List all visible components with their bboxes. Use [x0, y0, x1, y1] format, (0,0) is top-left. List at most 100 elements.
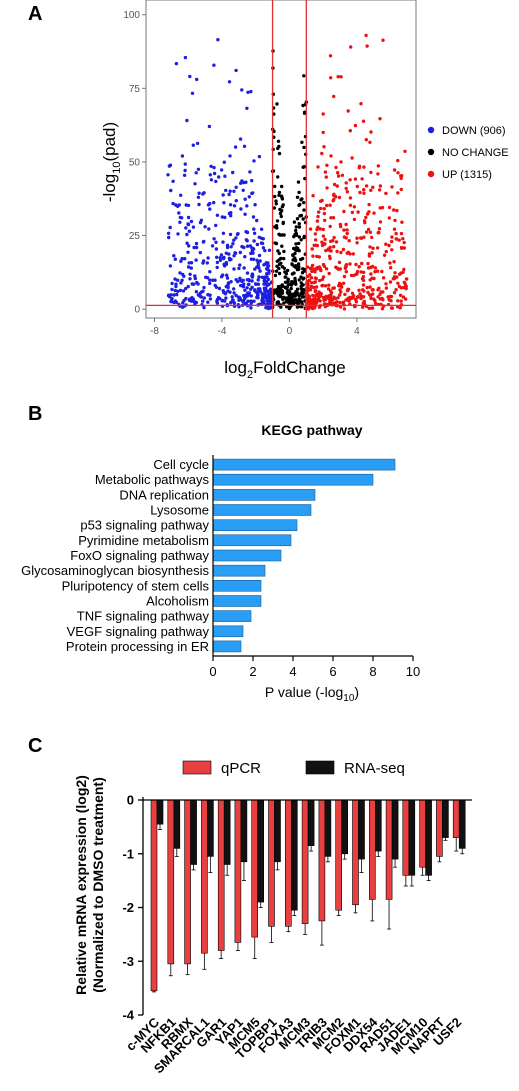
volcano-point: [378, 117, 382, 121]
volcano-point: [189, 299, 193, 303]
volcano-point: [321, 283, 325, 288]
volcano-point: [380, 269, 384, 274]
volcano-point: [303, 176, 307, 181]
volcano-point: [206, 256, 210, 260]
volcano-point: [232, 287, 236, 291]
volcano-point: [177, 203, 181, 207]
volcano-point: [226, 281, 231, 285]
kegg-bar: [212, 504, 312, 516]
volcano-point: [256, 263, 260, 267]
volcano-point: [339, 75, 343, 79]
volcano-point: [399, 299, 403, 303]
volcano-point: [245, 286, 249, 290]
volcano-point: [259, 227, 264, 231]
volcano-point: [338, 267, 342, 271]
volcano-point: [288, 293, 292, 297]
volcano-point: [369, 296, 373, 301]
volcano-point: [348, 262, 352, 266]
volcano-point: [168, 225, 172, 230]
volcano-point: [396, 299, 400, 303]
kegg-x-tick-label: 2: [249, 664, 256, 679]
volcano-point: [250, 191, 254, 196]
volcano-point: [317, 255, 321, 259]
volcano-point: [217, 175, 221, 179]
rnaseq-bar: [341, 799, 349, 855]
volcano-point: [215, 255, 219, 259]
volcano-point: [325, 186, 329, 190]
volcano-point: [323, 284, 328, 288]
volcano-point: [210, 244, 215, 248]
volcano-point: [322, 207, 326, 211]
volcano-point: [402, 246, 406, 250]
volcano-point: [248, 170, 252, 174]
volcano-point: [392, 168, 397, 172]
volcano-point: [193, 274, 197, 278]
volcano-point: [297, 190, 301, 195]
volcano-point: [295, 217, 300, 221]
volcano-point: [196, 167, 201, 171]
volcano-point: [369, 272, 373, 276]
volcano-point: [265, 283, 269, 288]
qpcr-bar: [436, 799, 443, 857]
volcano-point: [308, 227, 313, 231]
volcano-point: [378, 292, 382, 296]
volcano-point: [286, 298, 291, 303]
volcano-point: [232, 267, 236, 271]
volcano-point: [224, 262, 229, 266]
volcano-point: [296, 262, 301, 266]
volcano-point: [225, 245, 230, 250]
expression-bar-chart: qPCR RNA-seq c-MYCNFKB1RBMXSMARCAL1GAR1YA…: [73, 760, 472, 1076]
volcano-point: [274, 290, 278, 294]
volcano-point: [229, 301, 233, 305]
volcano-point: [316, 225, 320, 229]
volcano-point: [243, 197, 247, 201]
volcano-point: [177, 211, 181, 215]
volcano-point: [276, 249, 280, 253]
volcano-point: [215, 260, 220, 265]
volcano-point: [294, 228, 298, 233]
volcano-point: [342, 228, 346, 232]
volcano-point: [297, 241, 301, 246]
volcano-point: [190, 296, 194, 300]
volcano-point: [321, 130, 325, 135]
volcano-point: [338, 300, 342, 305]
volcano-point: [279, 256, 283, 261]
volcano-point: [221, 256, 226, 261]
qpcr-bar: [251, 799, 258, 938]
expression-y-tick-label: -2: [122, 900, 134, 915]
volcano-point: [302, 208, 306, 212]
volcano-point: [328, 224, 332, 229]
volcano-point: [191, 143, 195, 147]
legend-label: DOWN (906): [442, 125, 506, 137]
volcano-point: [371, 185, 375, 189]
volcano-x-axis-label: log2FoldChange: [224, 358, 345, 381]
volcano-point: [224, 296, 228, 300]
volcano-point: [265, 267, 269, 271]
volcano-point: [371, 246, 375, 250]
volcano-point: [202, 285, 206, 290]
volcano-point: [296, 299, 301, 303]
volcano-point: [380, 205, 385, 210]
volcano-point: [315, 219, 320, 223]
volcano-point: [198, 250, 202, 255]
volcano-point: [245, 106, 249, 111]
volcano-point: [300, 300, 304, 304]
volcano-point: [201, 240, 206, 244]
volcano-point: [238, 250, 242, 255]
volcano-point: [252, 227, 256, 231]
volcano-point: [324, 267, 329, 271]
volcano-point: [247, 282, 251, 287]
volcano-point: [186, 215, 191, 220]
volcano-point: [299, 238, 303, 242]
volcano-point: [367, 202, 371, 207]
volcano-point: [397, 284, 402, 289]
volcano-point: [332, 197, 336, 202]
volcano-point: [239, 181, 243, 185]
volcano-point: [321, 234, 326, 238]
volcano-point: [369, 294, 373, 298]
kegg-category-label: Metabolic pathways: [95, 472, 210, 487]
volcano-point: [404, 297, 408, 301]
volcano-point: [354, 297, 358, 302]
volcano-point: [352, 273, 356, 278]
